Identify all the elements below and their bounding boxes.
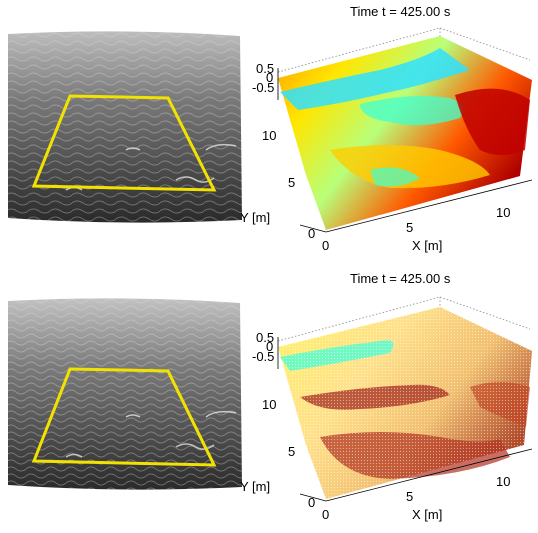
y-tick-label: 0: [308, 495, 316, 510]
y-tick-label: 5: [288, 444, 296, 459]
x-tick-label: 10: [496, 474, 511, 489]
y-tick-label: 10: [262, 397, 277, 412]
panel-top: Time t = 425.00 s 0.5 0 -0.5 10 5 0 0 5 …: [0, 0, 538, 266]
z-tick-label: 0: [266, 70, 274, 85]
z-tick-label: -0.5: [252, 349, 275, 364]
camera-image: [8, 31, 242, 223]
x-axis-label: X [m]: [412, 238, 443, 253]
time-title: Time t = 425.00 s: [350, 4, 451, 19]
surface-plot: [277, 296, 533, 502]
y-tick-label: 5: [288, 175, 296, 190]
z-tick-label: 0.5: [256, 61, 275, 76]
roi-trapezoid: [31, 367, 217, 467]
y-tick-label: 10: [262, 128, 277, 143]
time-title: Time t = 425.00 s: [350, 271, 451, 286]
z-tick-label: 0.5: [256, 330, 275, 345]
y-tick-label: 0: [308, 226, 316, 241]
z-tick-label: -0.5: [252, 80, 275, 95]
roi-trapezoid: [31, 94, 217, 192]
panel-bottom: Time t = 425.00 s 0.5 0 -0.5 10 5 0 0 5 …: [0, 267, 538, 533]
surface-plot: [277, 27, 533, 233]
y-axis-label: Y [m]: [240, 479, 271, 494]
y-axis-label: Y [m]: [240, 210, 271, 225]
x-tick-label: 5: [406, 489, 414, 504]
x-tick-label: 10: [496, 205, 511, 220]
camera-image: [8, 298, 242, 490]
x-tick-label: 0: [322, 507, 330, 522]
x-axis-label: X [m]: [412, 507, 443, 522]
x-tick-label: 5: [406, 220, 414, 235]
z-tick-label: 0: [266, 339, 274, 354]
x-tick-label: 0: [322, 238, 330, 253]
